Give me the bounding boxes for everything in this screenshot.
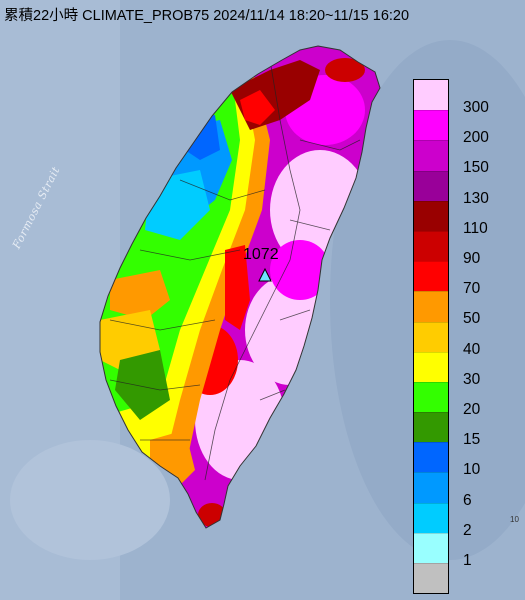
legend-swatch (414, 80, 448, 111)
map-title: 累積22小時 CLIMATE_PROB75 2024/11/14 18:20~1… (4, 8, 410, 24)
legend-label: 90 (463, 250, 481, 267)
legend-label: 110 (463, 219, 488, 237)
max-rainfall-label: 1072 (243, 246, 279, 263)
legend-label: 10 (463, 461, 481, 479)
legend-swatch (414, 321, 448, 352)
legend-label: 40 (463, 340, 481, 358)
legend-label: 1 (463, 552, 472, 569)
legend-swatch (414, 532, 448, 563)
legend-colorbar (413, 79, 449, 595)
legend-swatch (414, 472, 448, 503)
legend-swatch (414, 563, 448, 594)
legend-label: 6 (463, 491, 472, 509)
legend-label: 30 (463, 370, 481, 388)
legend-label: 20 (463, 401, 481, 418)
legend-label: 200 (463, 129, 489, 147)
edge-note: 10 (510, 515, 519, 524)
legend-swatch (414, 110, 448, 141)
legend-swatch (414, 261, 448, 292)
legend-swatch (414, 442, 448, 473)
triangle-marker-icon (258, 267, 272, 282)
legend-swatch (414, 412, 448, 443)
legend-label: 130 (463, 189, 489, 207)
legend-label: 300 (463, 99, 489, 116)
legend-swatch (414, 291, 448, 322)
legend-swatch (414, 140, 448, 171)
legend-label: 50 (463, 310, 481, 328)
legend-swatch (414, 230, 448, 262)
legend-swatch (414, 502, 448, 533)
legend-swatch (414, 200, 448, 231)
legend-label: 70 (463, 280, 481, 298)
legend-swatch (414, 170, 448, 201)
legend-swatch (414, 351, 448, 382)
legend-label: 2 (463, 521, 472, 539)
legend-swatch (414, 381, 448, 413)
legend-label: 15 (463, 431, 481, 449)
legend-label: 150 (463, 159, 489, 177)
